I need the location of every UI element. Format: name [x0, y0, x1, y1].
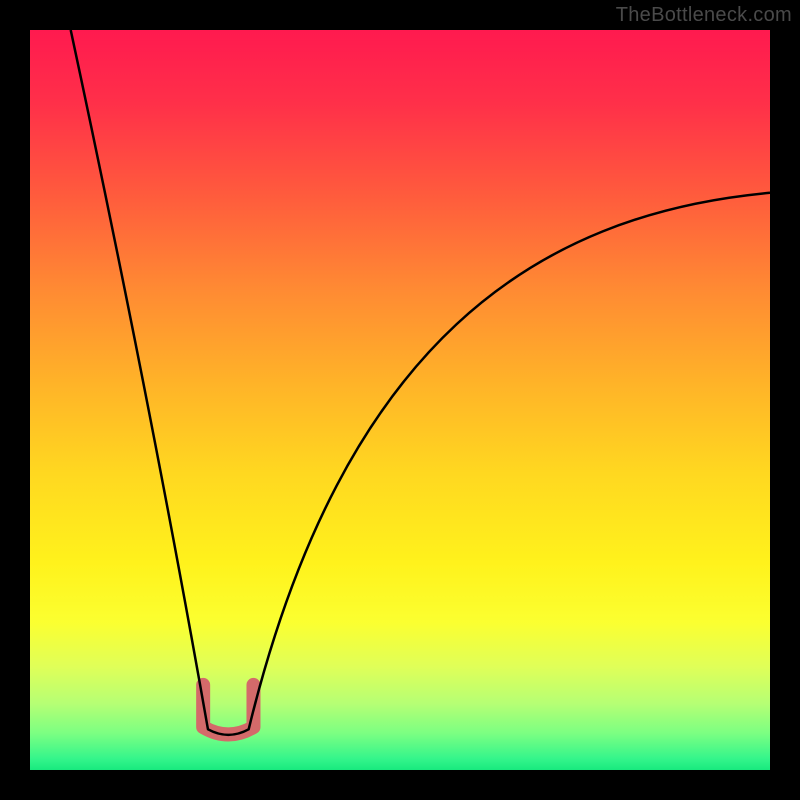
bottleneck-chart [0, 0, 800, 800]
gradient-background [30, 30, 770, 770]
watermark-text: TheBottleneck.com [616, 4, 792, 27]
